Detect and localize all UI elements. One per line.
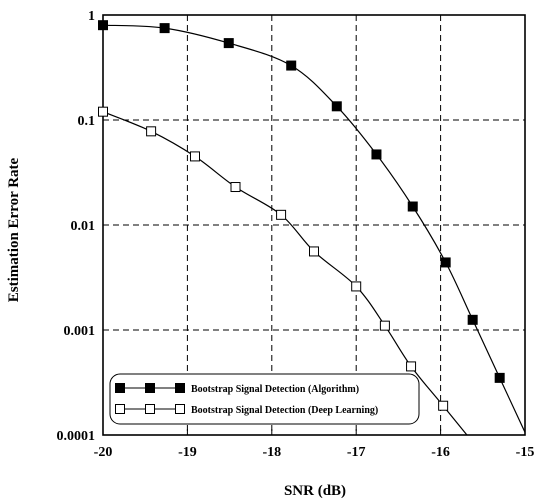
x-tick-label: -20 [94,445,113,460]
y-tick-label: 0.1 [78,114,96,129]
x-tick-label: -19 [178,445,197,460]
data-point [98,106,108,117]
data-point [276,209,287,220]
data-point [438,400,449,411]
y-tick-label: 1 [88,9,95,24]
y-tick-label: 0.01 [71,219,96,234]
x-tick-label: -16 [431,445,450,460]
legend-marker [145,404,155,414]
legend-box [109,373,420,425]
data-point [309,246,319,257]
tick-layer: -20 -19 -18 -17 -16 -15 1 0.1 0.01 0.001 0.0001 [57,9,535,460]
x-tick-label: -18 [262,445,281,460]
data-point [406,361,417,372]
data-point [379,320,390,331]
legend-label: Bootstrap Signal Detection (Deep Learnin… [191,405,378,416]
data-point [467,314,478,325]
data-point [407,201,418,212]
legend-marker [175,404,185,414]
data-point [189,151,200,162]
legend-marker [145,383,155,393]
legend-label: Bootstrap Signal Detection (Algorithm) [191,384,359,395]
data-point [351,281,362,292]
data-point [146,126,157,137]
y-tick-label: 0.001 [64,324,96,339]
data-point [440,257,451,268]
data-point [494,372,505,383]
y-tick-label: 0.0001 [57,429,96,444]
y-axis-label: Estimation Error Rate [6,157,22,302]
data-point [371,149,382,160]
legend-entries: Bootstrap Signal Detection (Algorithm) Bo… [115,383,378,416]
legend-marker [115,383,125,393]
x-tick-label: -17 [347,445,366,460]
x-tick-label: -15 [516,445,535,460]
legend: Bootstrap Signal Detection (Algorithm) Bo… [109,373,420,425]
data-point [286,60,297,71]
data-point [331,101,342,112]
data-point [230,182,241,193]
data-point [98,20,108,31]
x-axis-label: SNR (dB) [284,483,346,499]
series-1 [98,20,525,434]
series-2 [98,106,468,435]
legend-marker [175,383,185,393]
data-point [159,23,170,34]
grid-layer [103,15,525,435]
legend-marker [115,404,125,414]
series-layer [98,20,525,435]
data-point [223,38,234,49]
